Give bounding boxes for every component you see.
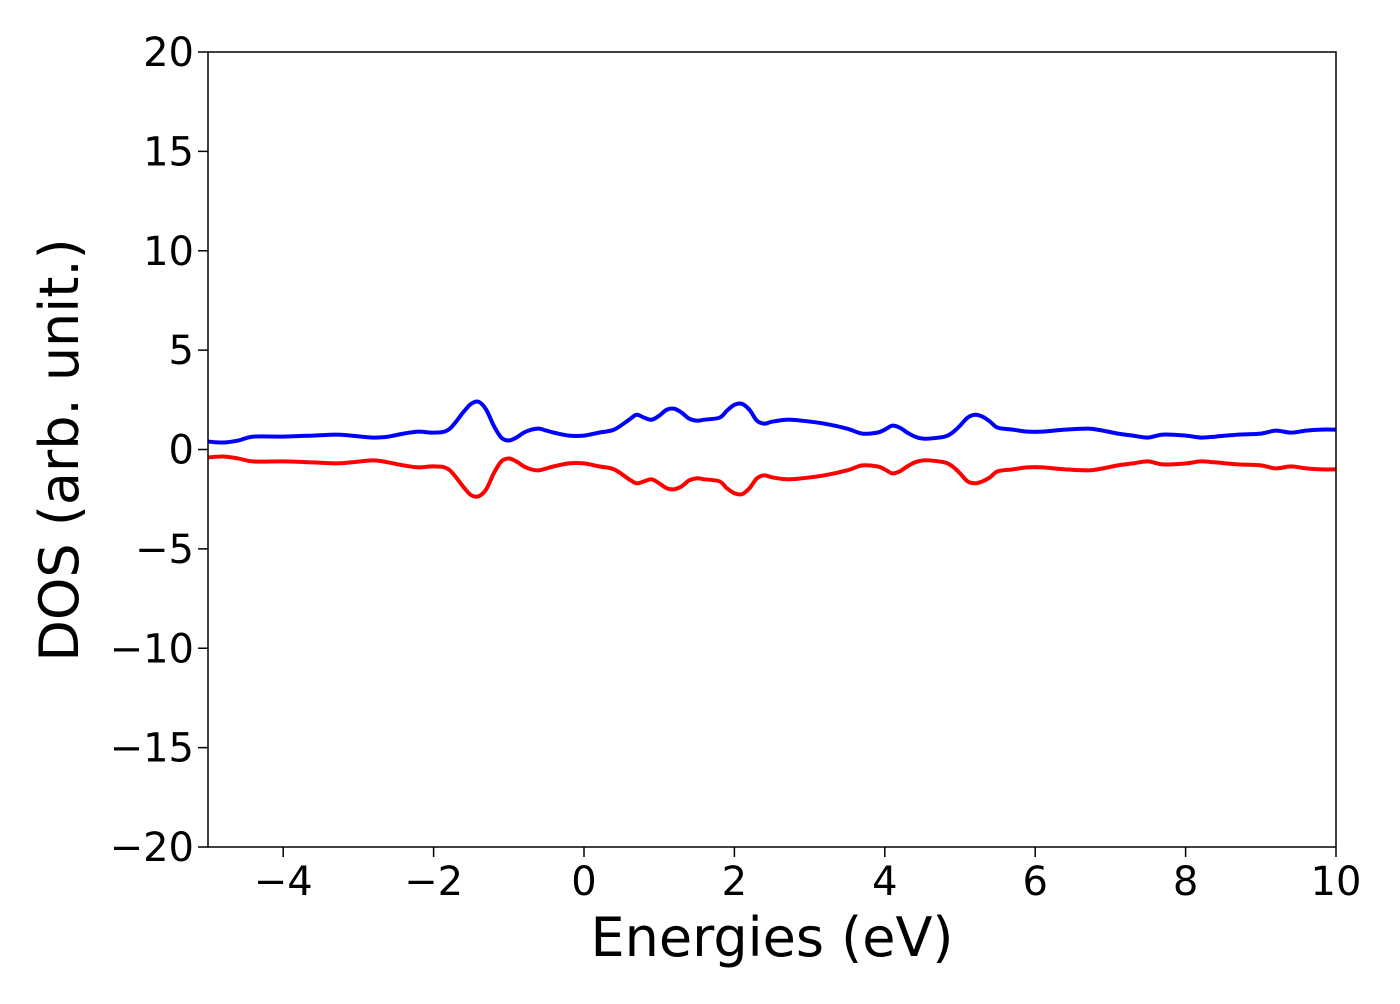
y-tick-label: 20 [143,30,194,76]
x-axis-label: Energies (eV) [591,906,954,969]
y-axis: 20 15 10 5 0 −5 −10 −15 −20 [110,30,208,871]
x-tick-label: 10 [1311,859,1362,905]
y-tick-label: −20 [110,825,194,871]
y-tick-label: −10 [110,626,194,672]
x-tick-label: 4 [872,859,897,905]
y-tick-label: 5 [169,328,194,374]
x-tick-label: 8 [1173,859,1198,905]
series-line-blue [208,399,1336,445]
x-tick-label: −2 [404,859,463,905]
y-axis-label: DOS (arb. unit.) [28,238,91,661]
y-tick-label: 15 [143,129,194,175]
x-tick-label: 0 [571,859,596,905]
y-tick-label: −15 [110,726,194,772]
y-tick-label: 0 [169,428,194,474]
x-tick-label: 2 [722,859,747,905]
x-axis: −4 −2 0 2 4 6 8 10 [254,847,1362,905]
series-line-red [208,454,1336,499]
y-tick-label: −5 [135,527,194,573]
plot-frame [207,51,1337,848]
x-tick-label: 6 [1022,859,1047,905]
series-layer [208,399,1336,499]
x-tick-label: −4 [254,859,313,905]
y-tick-label: 10 [143,229,194,275]
